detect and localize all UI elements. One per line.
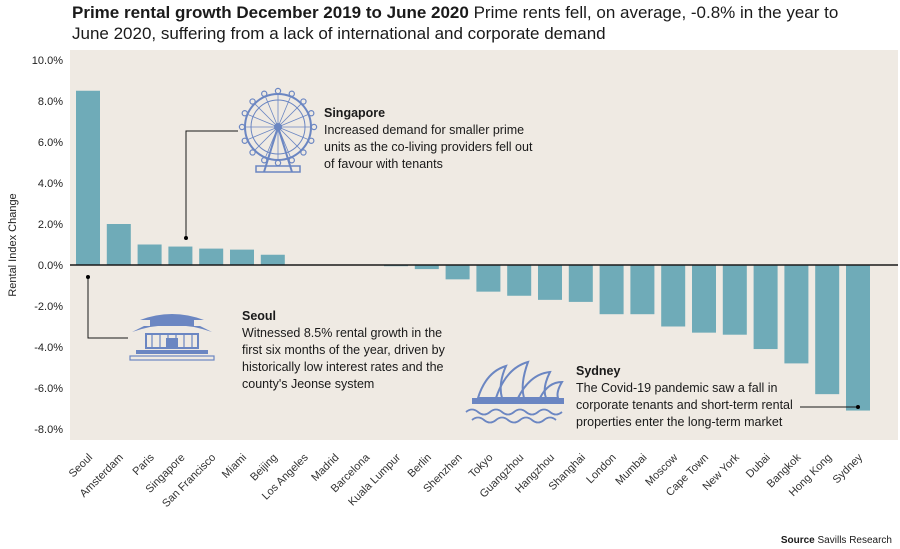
x-tick-label: Berlin <box>406 452 434 480</box>
annotation-sydney-heading: Sydney <box>576 364 621 378</box>
bar <box>815 265 840 395</box>
ferris-wheel-icon <box>238 87 318 173</box>
seoul-connector-dot <box>86 275 90 279</box>
y-tick-label: -2.0% <box>34 301 63 313</box>
bar <box>168 246 193 265</box>
x-tick-label: London <box>584 452 618 486</box>
annotation-seoul-line: Witnessed 8.5% rental growth in the <box>242 326 443 340</box>
pagoda-icon <box>129 314 215 361</box>
x-tick-label: Tokyo <box>467 452 496 481</box>
chart-title-bold: Prime rental growth December 2019 to Jun… <box>72 3 469 22</box>
bar <box>538 265 562 300</box>
bar <box>414 265 439 270</box>
bar <box>507 265 532 296</box>
bar <box>199 248 224 265</box>
bar <box>230 249 254 265</box>
bar <box>476 265 501 292</box>
singapore-connector-dot <box>184 236 188 240</box>
y-tick-label: 4.0% <box>38 178 63 190</box>
source-note: Source Savills Research <box>781 535 892 546</box>
source-text: Savills Research <box>817 535 892 546</box>
annotation-sydney: Sydney The Covid-19 pandemic saw a fall … <box>576 363 793 431</box>
plot-area <box>70 50 898 440</box>
annotation-sydney-line: corporate tenants and short-term rental <box>576 398 793 412</box>
annotation-singapore-line: Increased demand for smaller prime <box>324 123 525 137</box>
x-tick-label: Miami <box>220 452 249 481</box>
annotation-seoul-heading: Seoul <box>242 309 277 323</box>
annotation-singapore: Singapore Increased demand for smaller p… <box>324 105 532 173</box>
y-tick-label: -8.0% <box>34 424 63 436</box>
annotation-singapore-line: units as the co-living providers fell ou… <box>324 140 533 154</box>
bar <box>568 265 593 302</box>
bar <box>846 265 870 411</box>
bar <box>753 265 778 350</box>
annotation-seoul: Seoul Witnessed 8.5% rental growth in th… <box>242 308 445 393</box>
bar <box>76 90 100 265</box>
x-tick-label: Mumbai <box>613 452 649 488</box>
x-tick-label: Paris <box>131 451 158 478</box>
chart-subtitle: Prime rents fell, on average, -0.8% in t… <box>72 3 839 43</box>
chart-title: Prime rental growth December 2019 to Jun… <box>72 2 872 44</box>
x-tick-label: Sydney <box>831 451 866 486</box>
bar <box>106 224 131 265</box>
y-tick-label: 6.0% <box>38 137 63 149</box>
opera-house-icon <box>465 360 564 424</box>
seoul-connector <box>87 277 128 339</box>
annotation-sydney-line: The Covid-19 pandemic saw a fall in <box>576 381 778 395</box>
y-tick-label: 2.0% <box>38 219 63 231</box>
x-tick-label: San Francisco <box>160 452 218 510</box>
bar <box>784 265 809 364</box>
x-tick-label: Dubai <box>744 452 773 481</box>
bar <box>722 265 747 335</box>
annotation-singapore-line: of favour with tenants <box>324 157 443 171</box>
annotation-seoul-line: historically low interest rates and the <box>242 360 444 374</box>
source-label: Source <box>780 535 815 546</box>
bar <box>630 265 655 315</box>
bar <box>445 265 470 280</box>
y-tick-label: -4.0% <box>34 342 63 354</box>
singapore-connector <box>185 130 238 238</box>
bar <box>599 265 624 315</box>
y-tick-label: 0.0% <box>38 260 63 272</box>
y-tick-label: 10.0% <box>32 55 63 67</box>
annotation-seoul-line: county's Jeonse system <box>242 377 375 391</box>
bar <box>137 244 162 265</box>
annotation-singapore-heading: Singapore <box>324 106 386 120</box>
bar <box>661 265 686 327</box>
sydney-connector-dot <box>856 405 860 409</box>
annotation-sydney-line: properties enter the long-term market <box>576 415 783 429</box>
y-tick-label: 8.0% <box>38 96 63 108</box>
y-tick-label: -6.0% <box>34 383 63 395</box>
y-axis-label: Rental Index Change <box>7 193 19 296</box>
x-tick-label: Seoul <box>67 452 95 480</box>
annotation-seoul-line: first six months of the year, driven by <box>242 343 445 357</box>
bar <box>692 265 716 333</box>
bar <box>260 254 285 265</box>
